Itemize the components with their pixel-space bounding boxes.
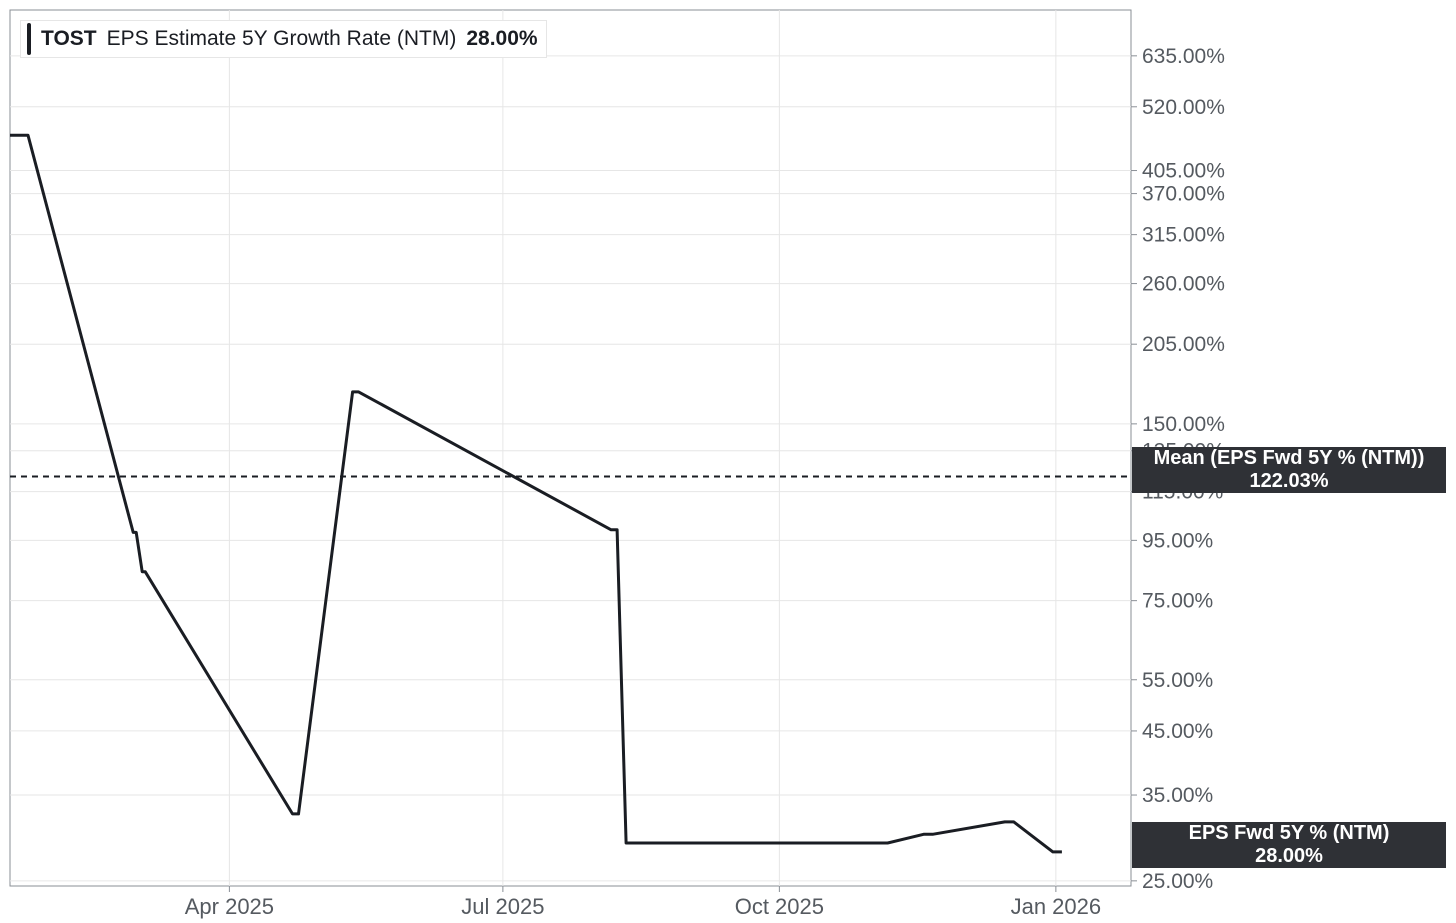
y-tick-label: 405.00% — [1142, 160, 1225, 183]
y-tick-label: 35.00% — [1142, 784, 1213, 807]
mean-tag-label: Mean (EPS Fwd 5Y % (NTM)) — [1153, 447, 1425, 469]
last-value-tag-label: EPS Fwd 5Y % (NTM) — [1188, 822, 1390, 844]
y-tick-label: 205.00% — [1142, 333, 1225, 356]
x-axis: Apr 2025 Jul 2025 Oct 2025 Jan 2026 — [185, 886, 1101, 919]
legend-value: 28.00% — [466, 27, 538, 50]
x-tick-label: Jul 2025 — [461, 894, 544, 919]
mean-tag-value: 122.03% — [1249, 470, 1329, 492]
y-tick-label: 150.00% — [1142, 413, 1225, 436]
y-tick-label: 520.00% — [1142, 96, 1225, 119]
x-tick-label: Jan 2026 — [1011, 894, 1102, 919]
last-value-tag: EPS Fwd 5Y % (NTM) 28.00% — [1132, 822, 1446, 868]
y-tick-label: 25.00% — [1142, 870, 1213, 893]
plot-frame — [9, 9, 1132, 887]
y-tick-label: 315.00% — [1142, 224, 1225, 247]
y-tick-label: 370.00% — [1142, 183, 1225, 206]
legend-series-name: EPS Estimate 5Y Growth Rate (NTM) — [106, 27, 457, 50]
y-tick-label: 45.00% — [1142, 720, 1213, 743]
last-value-tag-value: 28.00% — [1255, 845, 1323, 867]
series-line — [10, 133, 1062, 854]
y-tick-label: 95.00% — [1142, 529, 1213, 552]
legend: TOST EPS Estimate 5Y Growth Rate (NTM) 2… — [20, 20, 547, 58]
x-tick-label: Apr 2025 — [185, 894, 274, 919]
y-tick-label: 55.00% — [1142, 669, 1213, 692]
y-tick-label: 635.00% — [1142, 45, 1225, 68]
grid-lines — [10, 10, 1131, 886]
mean-tag: Mean (EPS Fwd 5Y % (NTM)) 122.03% — [1132, 447, 1446, 493]
legend-swatch — [27, 23, 31, 55]
legend-ticker: TOST — [41, 27, 97, 50]
x-tick-label: Oct 2025 — [735, 894, 824, 919]
y-tick-label: 75.00% — [1142, 590, 1213, 613]
y-tick-label: 260.00% — [1142, 273, 1225, 296]
